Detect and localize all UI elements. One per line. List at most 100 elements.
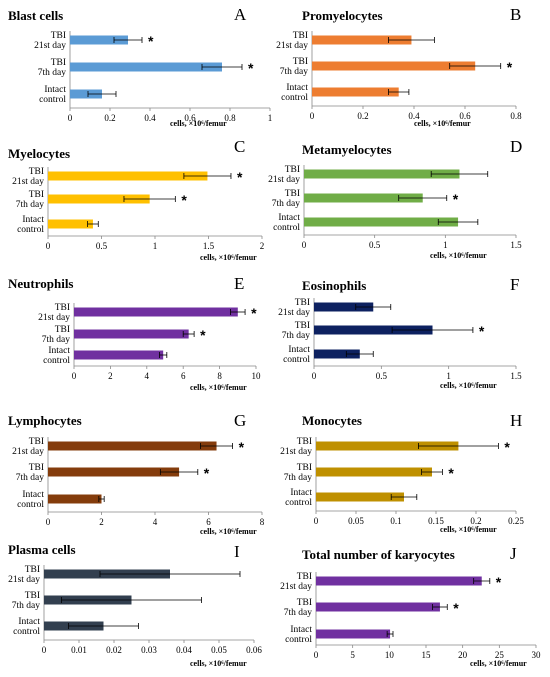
x-tick-label: 0.15 bbox=[428, 516, 444, 526]
category-label: TBI bbox=[297, 437, 312, 447]
x-tick-label: 0 bbox=[310, 111, 315, 121]
x-tick-label: 2 bbox=[99, 517, 104, 527]
category-label: control bbox=[17, 225, 44, 235]
bar bbox=[48, 219, 93, 229]
panel-letter: E bbox=[234, 274, 244, 293]
bar bbox=[48, 194, 150, 204]
category-label: TBI bbox=[55, 325, 70, 335]
bar bbox=[304, 193, 423, 203]
x-tick-label: 0 bbox=[46, 241, 51, 251]
chart-title: Myelocytes bbox=[8, 146, 70, 161]
chart-title: Promyelocytes bbox=[302, 8, 383, 23]
category-label: 7th day bbox=[282, 331, 310, 341]
panel-letter: G bbox=[234, 411, 246, 430]
category-label: Intact bbox=[18, 617, 40, 627]
x-tick-label: 30 bbox=[532, 650, 542, 660]
x-tick-label: 20 bbox=[458, 650, 468, 660]
x-tick-label: 1 bbox=[268, 113, 273, 123]
significance-marker: * bbox=[237, 169, 243, 185]
bar bbox=[314, 302, 374, 312]
x-tick-label: 0.6 bbox=[184, 113, 196, 123]
x-tick-label: 0.5 bbox=[96, 241, 108, 251]
significance-marker: * bbox=[496, 574, 502, 590]
chart-title: Neutrophils bbox=[8, 276, 74, 291]
x-tick-label: 0 bbox=[68, 113, 73, 123]
category-label: 21st day bbox=[38, 313, 70, 323]
chart-title: Eosinophils bbox=[302, 278, 366, 293]
category-label: TBI bbox=[55, 303, 70, 313]
x-tick-label: 1.5 bbox=[510, 371, 522, 381]
bar bbox=[314, 325, 433, 335]
significance-marker: * bbox=[479, 323, 485, 339]
x-tick-label: 0.05 bbox=[211, 645, 227, 655]
panel-letter: B bbox=[510, 5, 521, 24]
x-tick-label: 10 bbox=[385, 650, 395, 660]
x-tick-label: 0.25 bbox=[508, 516, 524, 526]
significance-marker: * bbox=[448, 465, 454, 481]
x-tick-label: 0 bbox=[312, 371, 317, 381]
category-label: 21st day bbox=[12, 177, 44, 187]
category-label: TBI bbox=[293, 57, 308, 67]
category-label: Intact bbox=[44, 85, 66, 95]
bar bbox=[74, 329, 189, 339]
significance-marker: * bbox=[251, 305, 257, 321]
x-tick-label: 0.8 bbox=[510, 111, 522, 121]
category-label: Intact bbox=[290, 625, 312, 635]
x-tick-label: 6 bbox=[206, 517, 211, 527]
x-tick-label: 0.03 bbox=[141, 645, 157, 655]
bar bbox=[316, 441, 459, 451]
x-tick-label: 4 bbox=[153, 517, 158, 527]
category-label: TBI bbox=[297, 572, 312, 582]
x-tick-label: 8 bbox=[260, 517, 265, 527]
significance-marker: * bbox=[507, 59, 513, 75]
x-tick-label: 0.5 bbox=[376, 371, 388, 381]
x-tick-label: 5 bbox=[350, 650, 355, 660]
category-label: 7th day bbox=[284, 608, 312, 618]
x-axis-label: cells, ×10⁶/femur bbox=[190, 383, 247, 392]
category-label: control bbox=[43, 356, 70, 366]
chart-title: Metamyelocytes bbox=[302, 142, 392, 157]
significance-marker: * bbox=[453, 191, 459, 207]
bar bbox=[304, 217, 459, 227]
category-label: control bbox=[283, 355, 310, 365]
panel-letter: J bbox=[510, 544, 517, 563]
x-tick-label: 0.8 bbox=[224, 113, 236, 123]
x-tick-label: 0.06 bbox=[246, 645, 262, 655]
x-axis-label: cells, ×10⁶/femur bbox=[190, 659, 247, 668]
x-tick-label: 1 bbox=[446, 371, 451, 381]
bar bbox=[314, 349, 360, 359]
significance-marker: * bbox=[200, 327, 206, 343]
x-axis-label: cells, ×10⁶/femur bbox=[430, 251, 487, 260]
bar bbox=[312, 35, 412, 45]
panel-letter: C bbox=[234, 137, 245, 156]
panel-letter: F bbox=[510, 275, 519, 294]
x-tick-label: 1 bbox=[153, 241, 158, 251]
panel-letter: H bbox=[510, 411, 522, 430]
category-label: control bbox=[13, 627, 40, 637]
category-label: TBI bbox=[51, 58, 66, 68]
panel-letter: A bbox=[234, 5, 247, 24]
category-label: TBI bbox=[293, 31, 308, 41]
category-label: TBI bbox=[25, 591, 40, 601]
bar bbox=[70, 89, 102, 99]
chart-title: Lymphocytes bbox=[8, 413, 82, 428]
bar bbox=[312, 61, 476, 71]
chart-panel-i: Plasma cells I 0 0.01 0.02 0.03 0.04 0.05 0.06 TB… bbox=[8, 542, 262, 668]
x-tick-label: 4 bbox=[145, 371, 150, 381]
category-label: Intact bbox=[278, 213, 300, 223]
bar bbox=[312, 87, 399, 97]
x-axis-label: cells, ×10⁶/femur bbox=[470, 659, 527, 668]
x-tick-label: 0 bbox=[46, 517, 51, 527]
category-label: 21st day bbox=[268, 175, 300, 185]
x-tick-label: 25 bbox=[495, 650, 505, 660]
category-label: control bbox=[281, 93, 308, 103]
bar bbox=[74, 307, 238, 317]
significance-marker: * bbox=[248, 60, 254, 76]
significance-marker: * bbox=[204, 465, 210, 481]
chart-title: Blast cells bbox=[8, 8, 63, 23]
